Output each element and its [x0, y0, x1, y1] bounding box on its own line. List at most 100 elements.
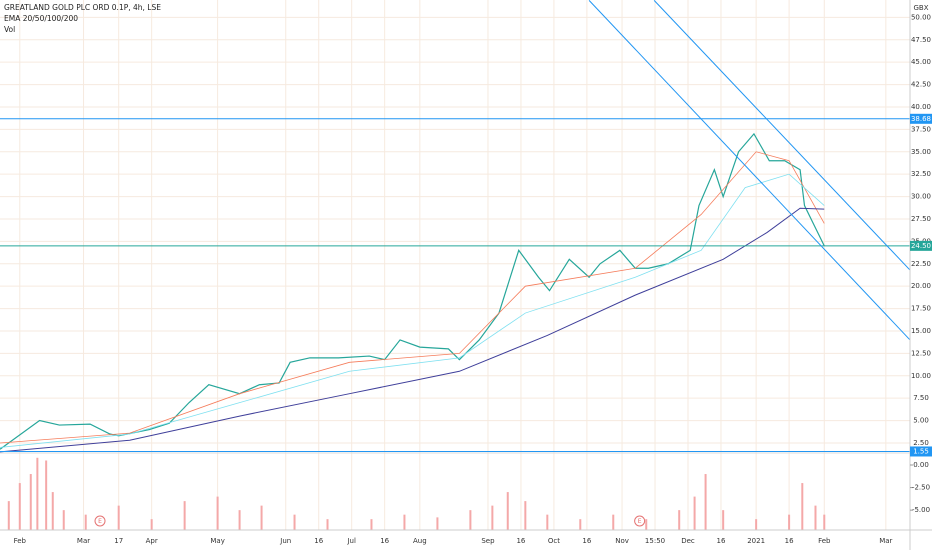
price-label-box [910, 113, 932, 124]
y-tick-label: 27.50 [911, 215, 931, 223]
volume-bar [612, 514, 615, 530]
volume-bar [29, 474, 32, 530]
y-tick-label: 22.50 [911, 260, 931, 268]
x-tick-label: 16 [314, 537, 323, 545]
volume-bar [436, 517, 439, 530]
x-tick-label: 16 [516, 537, 525, 545]
marks [0, 0, 911, 530]
y-tick-label: 5.00 [913, 417, 929, 425]
volume-bar [183, 501, 186, 530]
volume-bar [216, 496, 219, 530]
y2-tick-label: 0.00 [913, 461, 929, 469]
volume-bar [788, 514, 791, 530]
event-label: E [638, 518, 642, 525]
volume-bar [722, 510, 725, 530]
x-tick-label: Mar [879, 537, 892, 545]
currency: GBX [913, 4, 928, 12]
x-tick-label: 16 [582, 537, 591, 545]
price-label-box [910, 240, 932, 251]
x-tick-label: Mar [77, 537, 90, 545]
trend-line [588, 0, 911, 341]
event-label: E [98, 518, 102, 525]
series-line [0, 173, 825, 448]
price-label: 38.68 [911, 115, 931, 123]
chart-title: GREATLAND GOLD PLC ORD 0.1P, 4h, LSE [4, 3, 161, 12]
x-tick-label: 15:50 [645, 537, 665, 545]
y2-tick-label: -5.00 [912, 506, 930, 514]
price-label-box [910, 446, 932, 457]
y-tick-label: 30.00 [911, 193, 931, 201]
y-tick-label: 37.50 [911, 125, 931, 133]
x-tick-label: 16 [717, 537, 726, 545]
y-tick-label: 12.50 [911, 349, 931, 357]
series-line [0, 151, 825, 444]
volume-bar [524, 501, 527, 530]
volume-bar [506, 492, 509, 530]
volume-bar [704, 474, 707, 530]
y-tick-label: 17.50 [911, 305, 931, 313]
volume-bar [293, 514, 296, 530]
volume-bar [823, 514, 826, 530]
x-tick-label: Jul [346, 537, 356, 545]
event-marker [94, 515, 106, 527]
volume-bar [260, 505, 263, 530]
x-tick-label: 17 [114, 537, 123, 545]
y-tick-label: 7.50 [913, 394, 929, 402]
x-tick-label: Jun [279, 537, 291, 545]
y-tick-label: 10.00 [911, 372, 931, 380]
volume-bar [150, 519, 153, 530]
y2-tick-label: -2.50 [912, 484, 930, 492]
volume-bar [7, 501, 10, 530]
volume-bar [238, 510, 241, 530]
price-label: 1.55 [913, 447, 929, 455]
volume-bar [678, 510, 681, 530]
volume-bar [370, 519, 373, 530]
legend-item: EMA 20/50/100/200 [4, 14, 78, 23]
grid [0, 0, 910, 530]
x-tick-label: Feb [14, 537, 27, 545]
volume-bar [117, 505, 120, 530]
y-tick-label: 2.50 [913, 439, 929, 447]
volume-bar [801, 483, 804, 530]
volume-bar [469, 510, 472, 530]
volume-bar [814, 505, 817, 530]
volume-bar [18, 483, 21, 530]
x-tick-label: Aug [413, 537, 427, 545]
volume-bar [45, 460, 48, 530]
y-tick-label: 50.00 [911, 13, 931, 21]
volume-bar [326, 519, 329, 530]
y-tick-label: 47.50 [911, 36, 931, 44]
y-tick-label: 32.50 [911, 170, 931, 178]
volume-bar [645, 519, 648, 530]
y-tick-label: 35.00 [911, 148, 931, 156]
y-tick-label: 42.50 [911, 81, 931, 89]
series-line [0, 207, 825, 453]
x-tick-label: 2021 [747, 537, 765, 545]
series-line [0, 132, 825, 450]
y-tick-label: 15.00 [911, 327, 931, 335]
volume-bar [693, 496, 696, 530]
y-tick-label: 20.00 [911, 282, 931, 290]
x-tick-label: Oct [548, 537, 560, 545]
x-tick-label: Feb [818, 537, 831, 545]
volume-bar [579, 519, 582, 530]
x-tick-label: May [210, 537, 224, 545]
legend-item: Vol [4, 25, 15, 34]
trend-line [653, 0, 911, 271]
volume-bar [84, 514, 87, 530]
x-tick-label: 16 [785, 537, 794, 545]
volume-bar [403, 514, 406, 530]
volume-bar [51, 492, 54, 530]
volume-bar [62, 510, 65, 530]
price-label: 24.50 [911, 242, 931, 250]
y-tick-label: 45.00 [911, 58, 931, 66]
event-marker [634, 515, 646, 527]
volume-bar [755, 519, 758, 530]
x-tick-label: Apr [146, 537, 158, 545]
x-tick-label: Dec [681, 537, 695, 545]
volume-bar [546, 514, 549, 530]
x-tick-label: Sep [481, 537, 495, 545]
x-tick-label: 16 [380, 537, 389, 545]
